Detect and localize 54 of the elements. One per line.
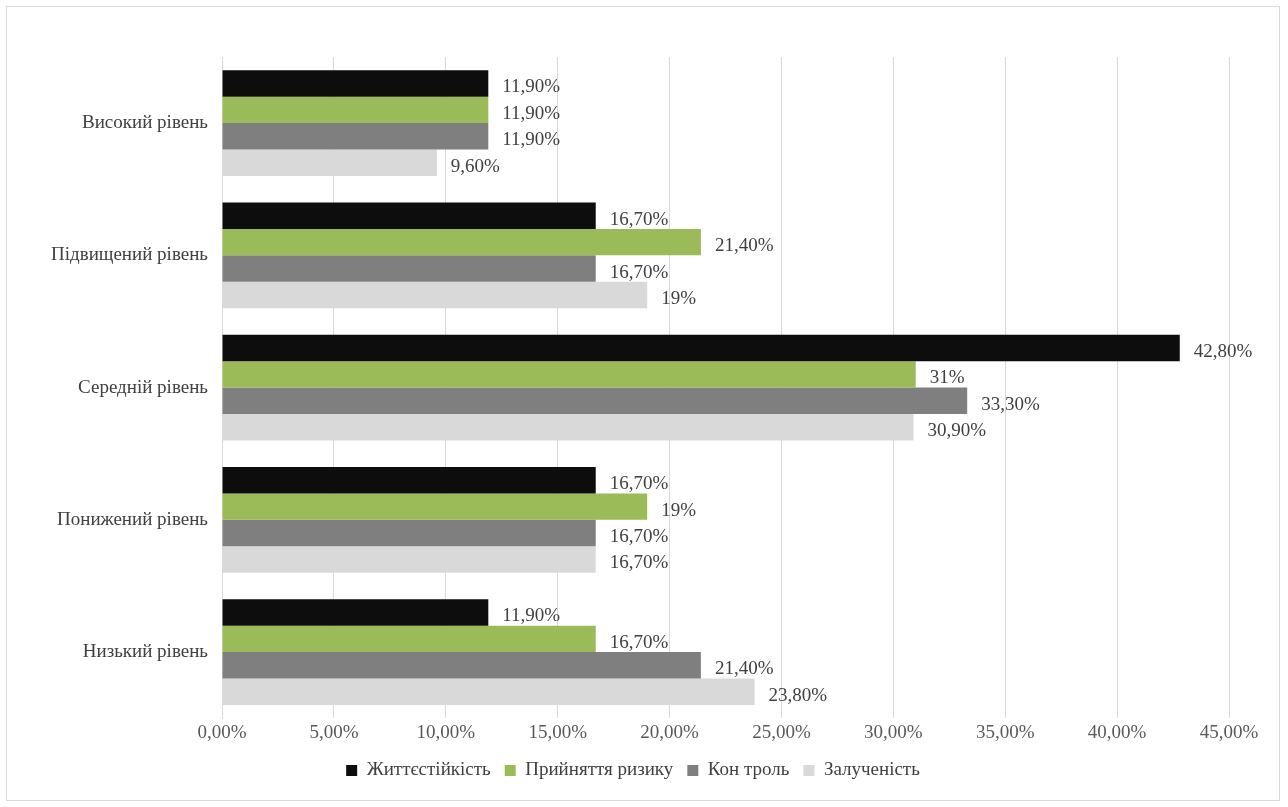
data-label: 11,90% (502, 75, 561, 97)
x-tick-label: 30,00% (864, 720, 923, 742)
data-label: 11,90% (502, 604, 561, 626)
data-label: 21,40% (714, 234, 774, 256)
x-tick-label: 35,00% (975, 720, 1035, 742)
data-label: 16,70% (609, 207, 669, 229)
data-label: 23,80% (768, 683, 828, 705)
data-label: 16,70% (609, 551, 669, 573)
bar (222, 519, 596, 547)
bar (222, 255, 596, 282)
data-label: 16,70% (609, 630, 669, 652)
data-label: 19% (661, 498, 697, 520)
data-label: 30,90% (927, 419, 987, 441)
data-label: 9,60% (450, 154, 501, 176)
bar (222, 334, 1180, 362)
data-label: 16,70% (609, 260, 669, 282)
bar (222, 652, 701, 679)
y-tick-label: Низький рівень (82, 640, 209, 662)
bar (222, 387, 968, 415)
bar (222, 123, 489, 150)
legend-label: Життєстійкість (366, 758, 492, 780)
y-tick-label: Підвищений рівень (51, 243, 209, 265)
x-tick-label: 5,00% (309, 720, 359, 742)
x-tick-label: 15,00% (528, 720, 588, 742)
legend-label: Прийняття ризику (525, 758, 674, 780)
bar (222, 361, 916, 388)
x-tick-label: 10,00% (416, 720, 476, 742)
bar (222, 466, 596, 494)
legend-label: Кон троль (707, 758, 790, 780)
x-tick-label: 25,00% (752, 720, 811, 742)
x-tick-label: 0,00% (197, 720, 247, 742)
data-label: 11,90% (502, 128, 561, 150)
x-tick-label: 45,00% (1199, 720, 1259, 742)
bar (222, 70, 489, 97)
x-tick-label: 20,00% (640, 720, 700, 742)
y-tick-label: Середній рівень (78, 375, 209, 397)
data-label: 16,70% (609, 525, 669, 547)
data-label: 31% (929, 366, 965, 388)
legend-label: Залученість (823, 758, 921, 780)
bar (222, 599, 489, 626)
bar (222, 202, 596, 229)
data-label: 42,80% (1193, 339, 1253, 361)
x-tick-label: 40,00% (1087, 720, 1147, 742)
data-label: 16,70% (609, 472, 669, 494)
bar (222, 228, 701, 256)
y-tick-label: Понижений рівень (57, 507, 209, 529)
bar (222, 493, 648, 520)
bar (222, 625, 596, 653)
bar (222, 96, 489, 124)
data-label: 33,30% (981, 392, 1040, 414)
data-label: 11,90% (502, 101, 561, 123)
y-tick-label: Високий рівень (82, 111, 209, 133)
data-label: 21,40% (714, 657, 774, 679)
data-label: 19% (661, 287, 697, 309)
